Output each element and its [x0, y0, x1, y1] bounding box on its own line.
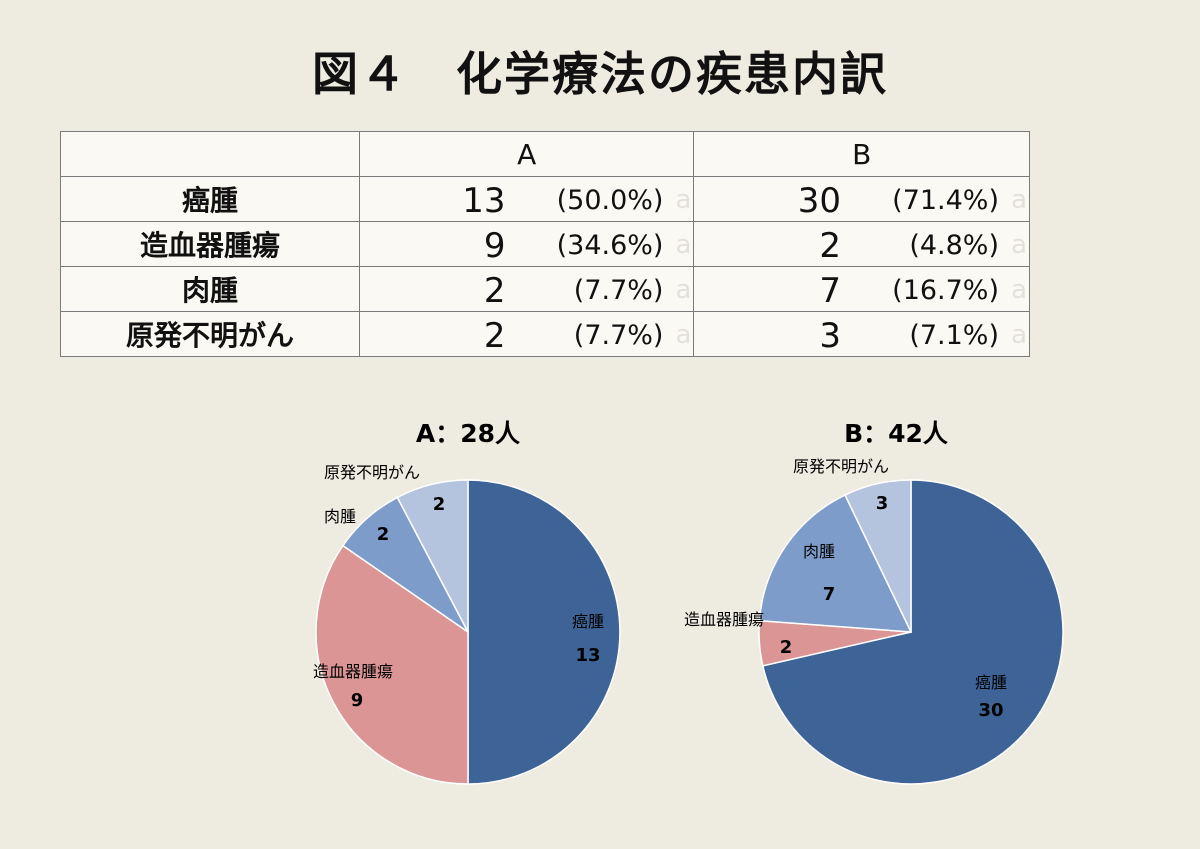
- table-corner-cell: [60, 131, 360, 177]
- count-value: 2: [819, 226, 841, 266]
- slice-value: 3: [876, 493, 889, 514]
- slice-value: 13: [575, 645, 600, 666]
- cell-b: 30 (71.4%) a: [693, 176, 1030, 222]
- pie-title-a: A：28人: [416, 419, 520, 448]
- slice-value: 9: [351, 690, 364, 711]
- table-row: 癌腫 13 (50.0%) a 30 (71.4%) a: [60, 176, 1030, 222]
- percent-value: (34.6%): [556, 230, 664, 261]
- ghost-char: a: [675, 320, 692, 350]
- slice-label: 造血器腫瘍: [313, 662, 393, 681]
- count-value: 2: [483, 316, 506, 356]
- ghost-char: a: [1011, 185, 1027, 215]
- pie-slices-a: [315, 479, 621, 785]
- percent-value: (7.7%): [573, 320, 664, 351]
- ghost-char: a: [1011, 320, 1027, 350]
- pie-title-b: B：42人: [844, 419, 948, 448]
- cell-a: 2 (7.7%) a: [358, 266, 695, 312]
- cell-b: 3 (7.1%) a: [693, 311, 1030, 357]
- row-label: 造血器腫瘍: [60, 221, 360, 267]
- table-row: 肉腫 2 (7.7%) a 7 (16.7%) a: [60, 266, 1030, 312]
- slice-label: 癌腫: [975, 673, 1007, 692]
- ghost-char: a: [675, 230, 692, 260]
- slice-label: 癌腫: [572, 612, 604, 631]
- ghost-char: a: [1011, 230, 1027, 260]
- table-row: 原発不明がん 2 (7.7%) a 3 (7.1%) a: [60, 311, 1030, 357]
- row-label: 原発不明がん: [60, 311, 360, 357]
- pie-slice: [844, 479, 912, 633]
- slice-value: 2: [433, 494, 446, 515]
- cell-a: 9 (34.6%) a: [358, 221, 695, 267]
- slice-label: 肉腫: [803, 542, 835, 561]
- pie-slices-b: [758, 479, 1064, 785]
- percent-value: (71.4%): [892, 185, 999, 216]
- slice-label: 原発不明がん: [793, 457, 889, 476]
- slice-label: 肉腫: [324, 507, 356, 526]
- slice-value: 30: [978, 700, 1003, 721]
- slice-label: 造血器腫瘍: [684, 610, 764, 629]
- data-table: A B 癌腫 13 (50.0%) a 30 (71.4%) a 造血器腫瘍 9…: [60, 131, 1030, 357]
- ghost-char: a: [675, 275, 692, 305]
- pie-chart-b: B：42人 癌腫 30 造血器腫瘍 2 肉腫 7 原発不明がん 3: [684, 419, 1064, 785]
- row-label: 肉腫: [60, 266, 360, 312]
- cell-a: 2 (7.7%) a: [358, 311, 695, 357]
- pie-slice: [758, 494, 913, 633]
- pie-slice: [761, 479, 1064, 785]
- percent-value: (7.7%): [573, 275, 664, 306]
- slice-value: 2: [377, 524, 390, 545]
- count-value: 3: [819, 316, 841, 356]
- table-row: 造血器腫瘍 9 (34.6%) a 2 (4.8%) a: [60, 221, 1030, 267]
- percent-value: (50.0%): [556, 185, 664, 216]
- percent-value: (7.1%): [909, 320, 999, 351]
- ghost-char: a: [675, 185, 692, 215]
- slice-value: 7: [823, 584, 836, 605]
- count-value: 2: [483, 271, 506, 311]
- pie-slice: [396, 479, 469, 633]
- percent-value: (16.7%): [892, 275, 999, 306]
- percent-value: (4.8%): [909, 230, 999, 261]
- ghost-char: a: [1011, 275, 1027, 305]
- page-title: 図４ 化学療法の疾患内訳: [312, 47, 888, 101]
- cell-b: 7 (16.7%) a: [693, 266, 1030, 312]
- pie-chart-a: A：28人 癌腫 13 造血器腫瘍 9 肉腫 2 原発不明がん 2: [313, 419, 621, 785]
- pie-slice: [315, 544, 469, 785]
- count-value: 9: [483, 226, 506, 266]
- count-value: 13: [462, 181, 506, 221]
- slice-label: 原発不明がん: [324, 463, 420, 482]
- column-header-b: B: [693, 131, 1030, 177]
- slice-value: 2: [780, 637, 793, 658]
- pie-slice: [467, 479, 621, 785]
- count-value: 7: [819, 271, 841, 311]
- count-value: 30: [797, 181, 841, 221]
